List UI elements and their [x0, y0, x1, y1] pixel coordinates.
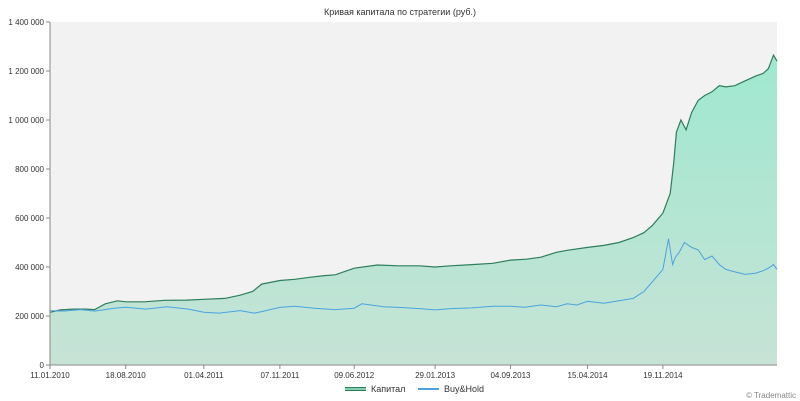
y-tick-label: 1 400 000 — [8, 18, 44, 27]
y-tick-label: 400 000 — [15, 263, 44, 272]
x-tick-label: 19.11.2014 — [643, 371, 683, 380]
x-tick-label: 29.01.2013 — [415, 371, 456, 380]
y-tick-label: 200 000 — [15, 312, 44, 321]
series-line-buyhold — [49, 238, 778, 314]
x-tick-label: 09.06.2012 — [334, 371, 375, 380]
x-tick-label: 04.09.2013 — [490, 371, 531, 380]
x-axis-ticks: 11.01.2010 18.08.2010 01.04.2011 07.11.2011… — [30, 365, 683, 380]
chart-title: Кривая капитала по стратегии (руб.) — [324, 7, 476, 17]
capital-area — [50, 55, 777, 365]
y-tick-label: 800 000 — [15, 165, 44, 174]
legend: Капитал Buy&Hold — [345, 384, 484, 394]
x-tick-label: 01.04.2011 — [184, 371, 224, 380]
y-tick-label: 0 — [40, 361, 45, 370]
legend-item-buyhold[interactable]: Buy&Hold — [418, 384, 484, 394]
y-tick-label: 1 200 000 — [8, 67, 44, 76]
legend-item-capital[interactable]: Капитал — [345, 384, 405, 394]
credit-text: © Trademattic — [746, 391, 796, 400]
y-tick-label: 1 000 000 — [8, 116, 44, 125]
legend-label-capital: Капитал — [371, 384, 405, 394]
y-tick-label: 600 000 — [15, 214, 44, 223]
series-line-capital — [49, 53, 778, 313]
x-tick-label: 07.11.2011 — [260, 371, 299, 380]
y-axis-ticks: 0 200 000 400 000 600 000 800 000 1 000 000 1 … — [8, 18, 50, 370]
x-tick-label: 11.01.2010 — [30, 371, 70, 380]
legend-label-buyhold: Buy&Hold — [444, 384, 484, 394]
x-tick-label: 15.04.2014 — [568, 371, 609, 380]
x-tick-label: 18.08.2010 — [106, 371, 147, 380]
series-lines-layer — [49, 53, 778, 314]
capital-area-layer — [50, 55, 777, 365]
